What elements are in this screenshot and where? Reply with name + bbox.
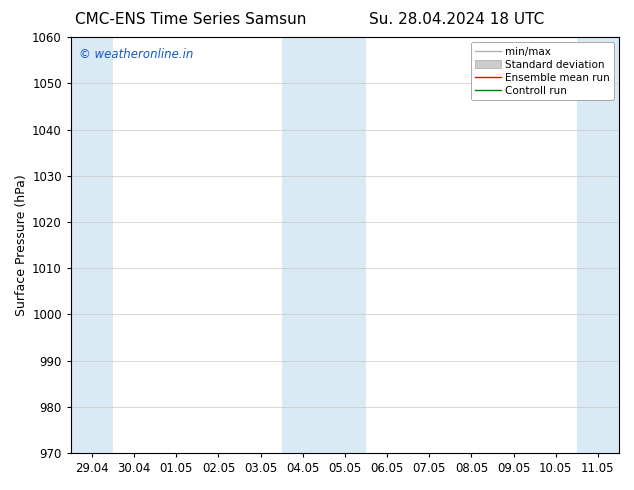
Text: CMC-ENS Time Series Samsun: CMC-ENS Time Series Samsun — [75, 12, 306, 27]
Text: Su. 28.04.2024 18 UTC: Su. 28.04.2024 18 UTC — [369, 12, 544, 27]
Y-axis label: Surface Pressure (hPa): Surface Pressure (hPa) — [15, 174, 28, 316]
Bar — [577, 37, 619, 453]
Legend: min/max, Standard deviation, Ensemble mean run, Controll run: min/max, Standard deviation, Ensemble me… — [470, 42, 614, 100]
Bar — [71, 37, 113, 453]
Text: © weatheronline.in: © weatheronline.in — [79, 48, 193, 61]
Bar — [281, 37, 366, 453]
